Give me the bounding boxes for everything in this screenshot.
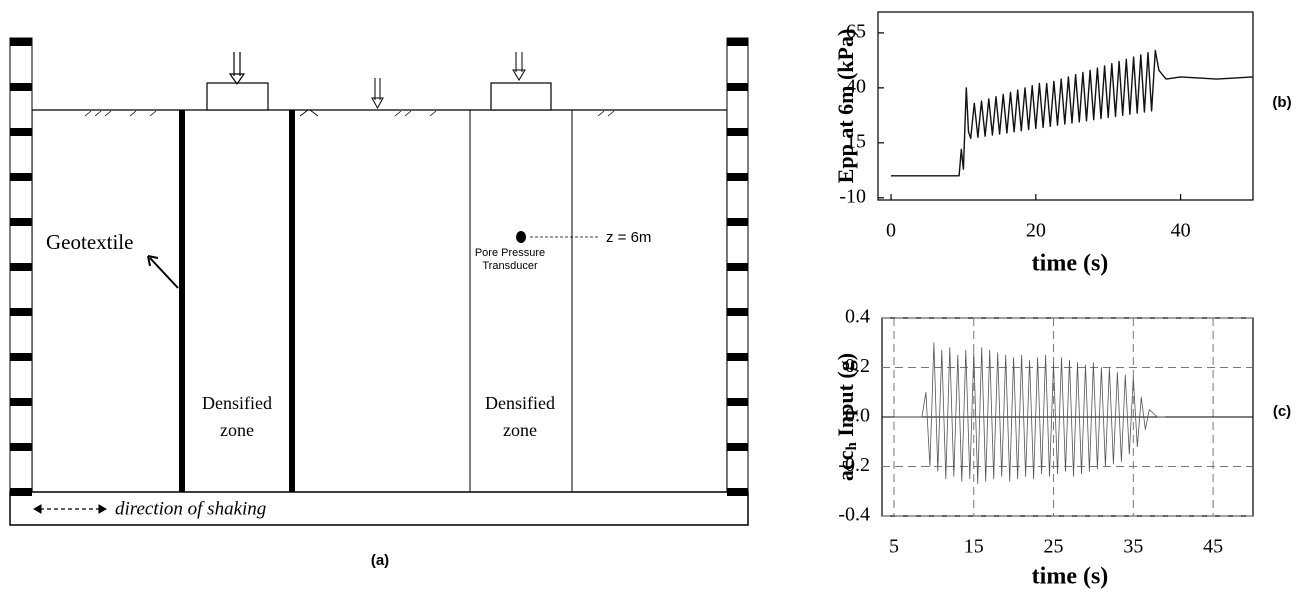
data-line: [891, 49, 1254, 177]
ground-hatching: [84, 109, 615, 117]
x-tick-label: 0: [886, 220, 896, 242]
scale-block: [10, 128, 32, 136]
scale-block: [10, 218, 32, 226]
scale-block: [727, 173, 748, 181]
x-tick-label: 45: [1203, 536, 1223, 558]
scale-block: [10, 398, 32, 406]
panel-label: (c): [1273, 403, 1291, 420]
y-tick-label: 0.4: [845, 306, 870, 328]
x-axis-label: time (s): [1032, 251, 1109, 277]
scale-block: [727, 263, 748, 271]
y-axis-label: acch Input (g): [833, 353, 860, 481]
load-arrow: [512, 52, 526, 81]
x-axis-label: time (s): [1032, 564, 1109, 590]
plot-frame: [877, 11, 1254, 201]
scale-block: [727, 83, 748, 91]
panel-label: (a): [371, 552, 389, 569]
load-arrow: [228, 52, 246, 86]
y-tick-label: 40: [846, 75, 866, 97]
zone-label: zone: [220, 420, 254, 440]
scale-block: [727, 218, 748, 226]
x-tick-label: 25: [1044, 536, 1064, 558]
y-axis-label-part: Input (g): [833, 353, 858, 442]
footing: [206, 82, 269, 111]
load-arrow: [371, 78, 384, 110]
scale-block: [10, 38, 32, 46]
y-tick-label: -10: [839, 185, 866, 207]
model-diagram: [9, 52, 749, 526]
transducer: [516, 231, 526, 243]
scale-block: [727, 398, 748, 406]
y-tick-label: -0.4: [838, 504, 870, 526]
zone-label: Densified: [485, 393, 555, 413]
shaking-label: direction of shaking: [115, 498, 266, 519]
scale-block: [727, 353, 748, 361]
data-line: [894, 342, 1166, 485]
x-tick-label: 35: [1123, 536, 1143, 558]
transducer-label: Pore Pressure: [475, 247, 545, 259]
y-axis-label-part: acc: [833, 450, 858, 481]
y-tick-label: 15: [846, 130, 866, 152]
depth-label: z = 6m: [606, 229, 651, 246]
x-tick-label: 5: [889, 536, 899, 558]
side-scales: [9, 37, 749, 496]
y-axis-label: Epp at 6m (kPa): [833, 29, 858, 184]
y-tick-label: -0.2: [838, 454, 870, 476]
y-tick-label: 65: [846, 20, 866, 42]
scale-block: [727, 488, 748, 496]
x-tick-label: 40: [1171, 220, 1191, 242]
scale-block: [727, 38, 748, 46]
y-axis-label-part: h: [844, 442, 860, 451]
scale-block: [10, 173, 32, 181]
shaking-arrow-head: [32, 504, 108, 514]
y-tick-label: 0.0: [845, 405, 870, 427]
zone-label: zone: [503, 420, 537, 440]
scale-block: [10, 488, 32, 496]
scale-block: [727, 308, 748, 316]
transducer-label: Transducer: [482, 260, 538, 272]
base: [9, 491, 749, 526]
panel-label: (b): [1272, 94, 1291, 111]
scale-block: [727, 128, 748, 136]
scale-block: [10, 263, 32, 271]
zone-label: Densified: [202, 393, 272, 413]
scale-block: [10, 353, 32, 361]
scale-block: [10, 443, 32, 451]
x-tick-label: 20: [1026, 220, 1046, 242]
x-tick-label: 15: [964, 536, 984, 558]
scale-block: [727, 443, 748, 451]
scale-block: [10, 83, 32, 91]
pointer-arrow: [147, 255, 179, 289]
geotextile-label: Geotextile: [46, 230, 133, 254]
footing: [490, 82, 552, 111]
y-tick-label: 0.2: [845, 355, 870, 377]
scale-block: [10, 308, 32, 316]
